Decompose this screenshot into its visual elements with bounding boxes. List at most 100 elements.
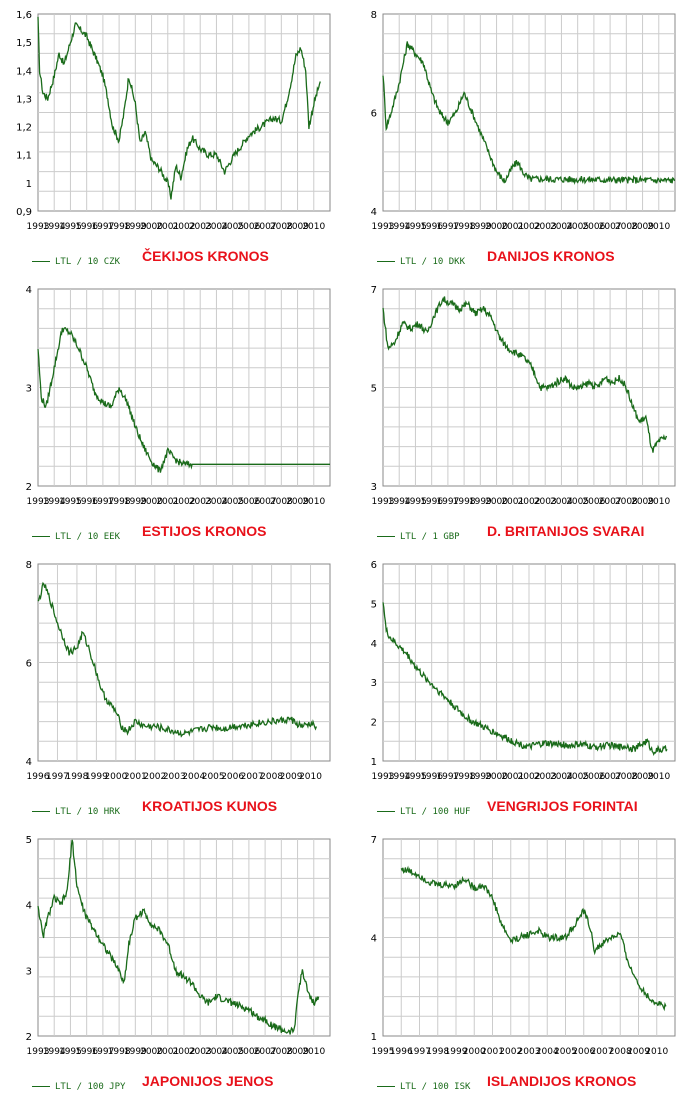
x-tick-label: 2008: [615, 222, 638, 232]
x-tick-label: 2008: [615, 772, 638, 782]
legend-label: LTL / 10 CZK: [55, 257, 121, 267]
x-tick-label: 2006: [582, 222, 605, 232]
x-tick-label: 2007: [599, 772, 622, 782]
y-tick-label: 1,6: [16, 10, 32, 21]
chart-title: ISLANDIJOS KRONOS: [487, 1073, 637, 1089]
y-tick-label: 1: [26, 179, 32, 190]
x-tick-label: 2010: [647, 222, 670, 232]
x-tick-label: 2003: [163, 772, 186, 782]
x-tick-label: 2004: [536, 1047, 559, 1057]
legend-label: LTL / 10 HRK: [55, 807, 121, 817]
x-tick-label: 2009: [286, 222, 309, 232]
y-tick-label: 6: [371, 560, 377, 571]
x-tick-label: 1999: [469, 497, 492, 507]
y-tick-label: 6: [26, 659, 32, 670]
x-tick-label: 1996: [420, 772, 443, 782]
x-tick-label: 2007: [254, 497, 277, 507]
x-tick-label: 1993: [27, 497, 50, 507]
x-tick-label: 2007: [254, 1047, 277, 1057]
x-tick-label: 2003: [189, 222, 212, 232]
x-tick-label: 1995: [59, 497, 82, 507]
x-tick-label: 2004: [205, 222, 228, 232]
x-tick-label: 2004: [550, 497, 573, 507]
y-tick-label: 1,5: [16, 38, 32, 49]
x-tick-label: 2010: [302, 1047, 325, 1057]
x-tick-label: 2005: [566, 497, 589, 507]
legend-swatch: [32, 811, 50, 812]
legend-swatch: [377, 261, 395, 262]
chart-legend: LTL / 10 HRK: [32, 807, 120, 817]
legend-swatch: [377, 536, 395, 537]
x-tick-label: 2004: [205, 1047, 228, 1057]
y-tick-label: 3: [371, 482, 377, 493]
x-tick-label: 2005: [221, 497, 244, 507]
x-tick-label: 2006: [221, 772, 244, 782]
x-tick-label: 2000: [104, 772, 127, 782]
x-tick-label: 2003: [534, 772, 557, 782]
x-tick-label: 1999: [124, 497, 147, 507]
x-tick-label: 2007: [254, 222, 277, 232]
y-tick-label: 0,9: [16, 207, 32, 218]
x-tick-label: 2005: [554, 1047, 577, 1057]
y-tick-label: 4: [26, 901, 32, 912]
chart-title: ESTIJOS KRONOS: [142, 523, 267, 539]
x-tick-label: 2005: [221, 1047, 244, 1057]
rate-series-line: [37, 581, 318, 738]
x-tick-label: 2002: [173, 1047, 196, 1057]
chart-title: KROATIJOS KUNOS: [142, 798, 278, 814]
legend-swatch: [32, 536, 50, 537]
x-tick-label: 1999: [445, 1047, 468, 1057]
chart-legend: LTL / 100 JPY: [32, 1082, 125, 1092]
x-tick-label: 2003: [189, 497, 212, 507]
x-tick-label: 1993: [372, 772, 395, 782]
y-tick-label: 8: [371, 10, 377, 21]
rate-series-line: [400, 865, 667, 1012]
x-tick-label: 2000: [140, 1047, 163, 1057]
x-tick-label: 1996: [75, 222, 98, 232]
y-tick-label: 5: [26, 835, 32, 846]
x-tick-label: 2010: [645, 1047, 668, 1057]
x-tick-label: 2006: [237, 222, 260, 232]
x-tick-label: 2008: [260, 772, 283, 782]
x-tick-label: 2002: [499, 1047, 522, 1057]
chart-panel-8: 1995 1996 1997 1998 1999 2000 2001 2002 2003 2004…: [345, 825, 690, 1100]
x-tick-label: 1993: [27, 1047, 50, 1057]
x-tick-label: 2005: [221, 222, 244, 232]
y-tick-label: 5: [371, 384, 377, 395]
x-tick-label: 2009: [286, 1047, 309, 1057]
x-tick-label: 2000: [140, 222, 163, 232]
x-tick-label: 1998: [426, 1047, 449, 1057]
x-tick-label: 2000: [485, 772, 508, 782]
x-tick-label: 1993: [372, 222, 395, 232]
x-tick-label: 1998: [453, 497, 476, 507]
rate-series-line: [37, 16, 321, 200]
legend-label: LTL / 10 EEK: [55, 532, 121, 542]
x-tick-label: 1994: [43, 497, 66, 507]
chart-svg: 1993199419951996199719981999200020012002…: [26, 285, 331, 507]
chart-panel-1: 1993 1994 1995 1996 1997 1998 1999 2000 2001 2002…: [0, 0, 345, 275]
x-tick-label: 1998: [108, 1047, 131, 1057]
x-tick-label: 2004: [182, 772, 205, 782]
y-tick-label: 4: [371, 934, 377, 945]
x-tick-label: 2000: [485, 222, 508, 232]
x-tick-label: 2006: [572, 1047, 595, 1057]
x-tick-label: 2000: [140, 497, 163, 507]
legend-swatch: [32, 1086, 50, 1087]
y-tick-label: 1,4: [16, 66, 32, 77]
chart-svg: 1993199419951996199719981999200020012002…: [26, 835, 331, 1057]
x-tick-label: 2001: [156, 222, 179, 232]
x-tick-label: 1995: [59, 222, 82, 232]
x-tick-label: 2010: [302, 497, 325, 507]
x-tick-label: 1998: [453, 772, 476, 782]
y-tick-label: 4: [371, 639, 377, 650]
chart-title: JAPONIJOS JENOS: [142, 1073, 274, 1089]
x-tick-label: 2007: [591, 1047, 614, 1057]
x-tick-label: 2002: [173, 497, 196, 507]
legend-swatch: [377, 1086, 395, 1087]
chart-legend: LTL / 100 ISK: [377, 1082, 470, 1092]
x-tick-label: 2003: [189, 1047, 212, 1057]
rate-series-line: [382, 41, 676, 186]
x-tick-label: 2003: [534, 497, 557, 507]
chart-panel-4: 1993 1994 1995 1996 1997 1998 1999 2000 2001 2002…: [345, 275, 690, 550]
x-tick-label: 1999: [85, 772, 108, 782]
